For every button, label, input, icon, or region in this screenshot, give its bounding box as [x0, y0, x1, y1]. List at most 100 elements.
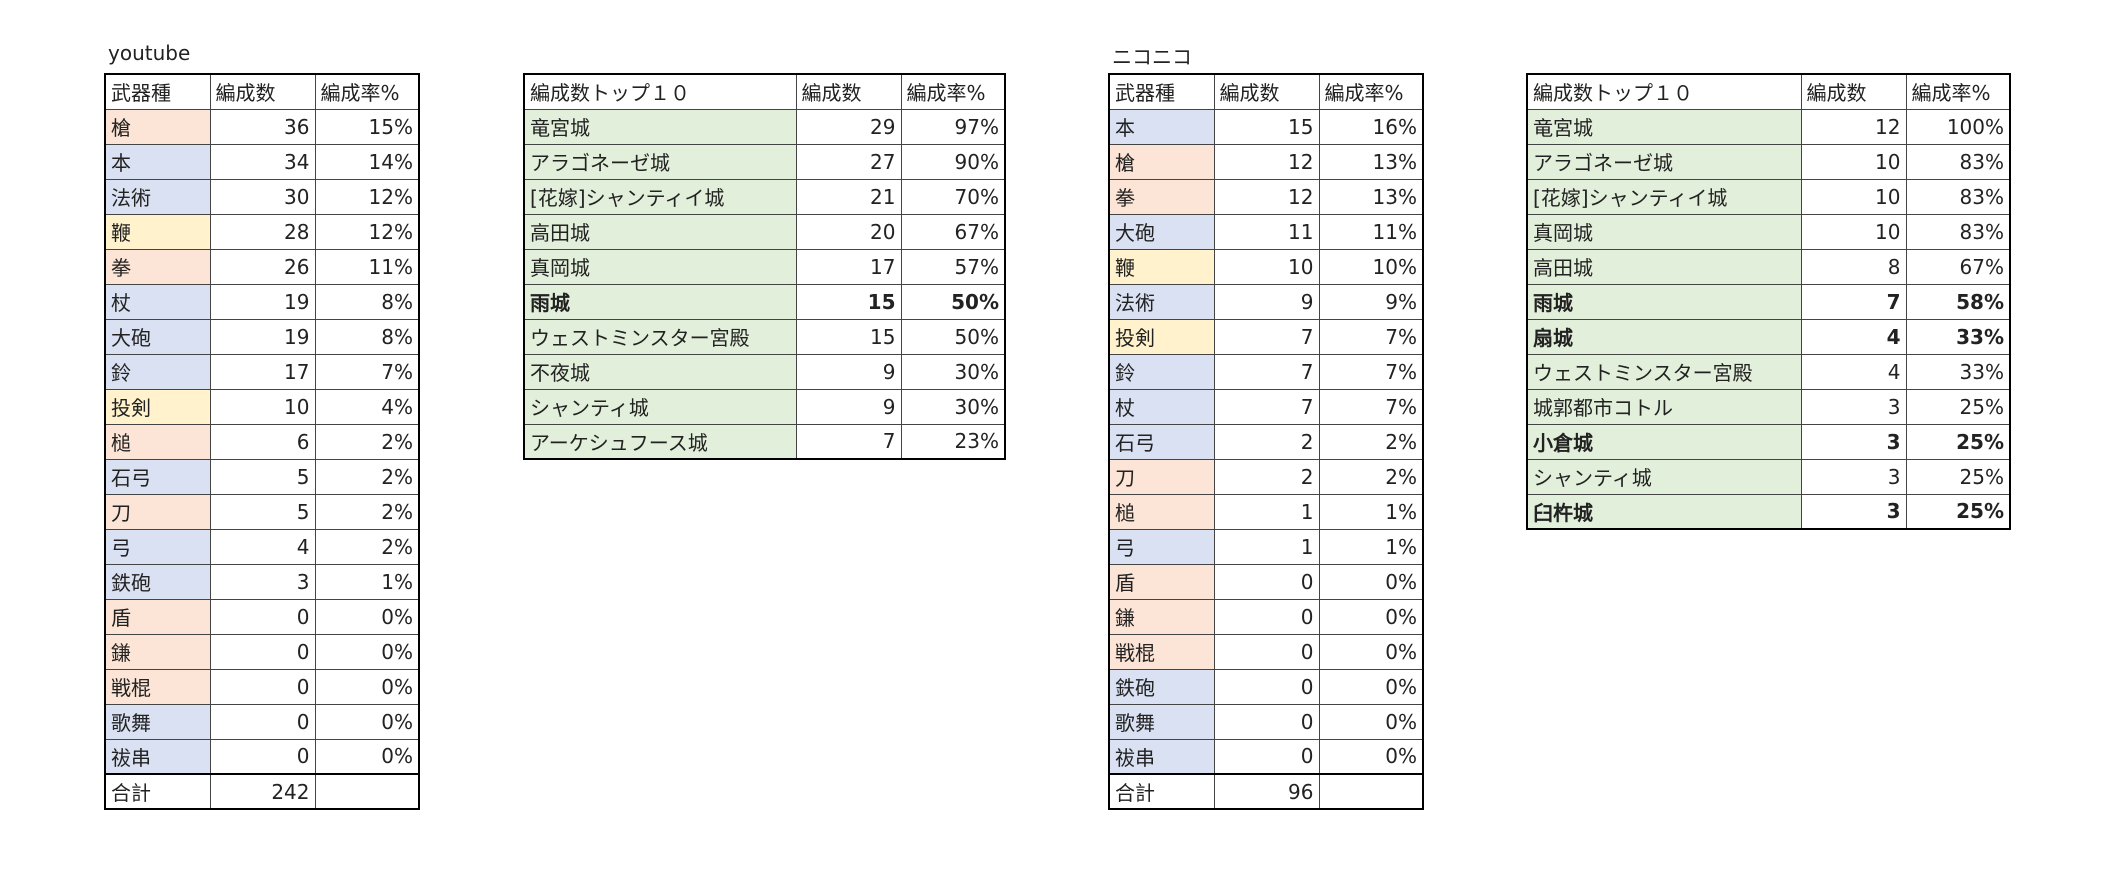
rate-cell: 11%	[1318, 213, 1424, 250]
data-row: 大砲 19 8%	[104, 318, 420, 355]
count-cell: 9	[795, 388, 902, 425]
count-cell: 0	[209, 703, 316, 740]
name-cell: 竜宮城	[523, 108, 797, 145]
count-cell: 5	[209, 493, 316, 530]
rate-cell: 70%	[900, 178, 1006, 215]
total-row: 合計 96	[1108, 773, 1424, 810]
rate-cell: 12%	[314, 178, 420, 215]
rate-cell: 2%	[1318, 423, 1424, 460]
data-row: 祓串 0 0%	[1108, 738, 1424, 775]
name-cell: 扇城	[1526, 318, 1802, 355]
header-cell: 編成数	[795, 73, 902, 110]
name-cell: 鉄砲	[1108, 668, 1215, 705]
rate-cell: 83%	[1905, 178, 2011, 215]
count-cell: 29	[795, 108, 902, 145]
rate-cell: 67%	[900, 213, 1006, 250]
header-cell: 編成数	[1800, 73, 1907, 110]
header-row: 武器種 編成数 編成率%	[1108, 73, 1424, 110]
rate-cell: 33%	[1905, 318, 2011, 355]
data-row: 杖 7 7%	[1108, 388, 1424, 425]
data-row: 石弓 5 2%	[104, 458, 420, 495]
count-cell: 4	[1800, 353, 1907, 390]
data-row: 真岡城 17 57%	[523, 248, 1006, 285]
data-row: 高田城 20 67%	[523, 213, 1006, 250]
data-row: 法術 9 9%	[1108, 283, 1424, 320]
name-cell: アラゴネーゼ城	[523, 143, 797, 180]
rate-cell: 16%	[1318, 108, 1424, 145]
data-row: アラゴネーゼ城 10 83%	[1526, 143, 2011, 180]
rate-cell: 50%	[900, 318, 1006, 355]
data-row: 鎌 0 0%	[1108, 598, 1424, 635]
name-cell: [花嫁]シャンティイ城	[523, 178, 797, 215]
header-cell: 編成率%	[1318, 73, 1424, 110]
rate-cell: 90%	[900, 143, 1006, 180]
data-row: 大砲 11 11%	[1108, 213, 1424, 250]
count-cell: 4	[1800, 318, 1907, 355]
data-row: 盾 0 0%	[104, 598, 420, 635]
data-row: 弓 1 1%	[1108, 528, 1424, 565]
name-cell: 弓	[1108, 528, 1215, 565]
rate-cell: 0%	[314, 668, 420, 705]
name-cell: 鎌	[104, 633, 211, 670]
name-cell: 槍	[1108, 143, 1215, 180]
count-cell: 19	[209, 318, 316, 355]
data-row: [花嫁]シャンティイ城 21 70%	[523, 178, 1006, 215]
data-row: 扇城 4 33%	[1526, 318, 2011, 355]
header-cell: 編成数トップ１０	[1526, 73, 1802, 110]
rate-cell: 25%	[1905, 423, 2011, 460]
rate-cell: 13%	[1318, 143, 1424, 180]
count-cell: 0	[1213, 738, 1320, 775]
header-cell: 編成率%	[1905, 73, 2011, 110]
rate-cell: 2%	[314, 493, 420, 530]
total-count: 96	[1213, 773, 1320, 810]
data-row: 城郭都市コトル 3 25%	[1526, 388, 2011, 425]
rate-cell: 14%	[314, 143, 420, 180]
count-cell: 7	[795, 423, 902, 460]
count-cell: 6	[209, 423, 316, 460]
name-cell: 石弓	[1108, 423, 1215, 460]
rate-cell: 7%	[1318, 318, 1424, 355]
table-label: ニコニコ	[1112, 45, 1192, 69]
rate-cell: 67%	[1905, 248, 2011, 285]
data-row: 真岡城 10 83%	[1526, 213, 2011, 250]
rate-cell: 97%	[900, 108, 1006, 145]
data-row: 法術 30 12%	[104, 178, 420, 215]
header-row: 武器種 編成数 編成率%	[104, 73, 420, 110]
data-row: ウェストミンスター宮殿 4 33%	[1526, 353, 2011, 390]
table-body: 編成数トップ１０ 編成数 編成率% 竜宮城 29 97% アラゴネーゼ城 27 90% [花嫁]シ…	[523, 73, 1006, 460]
name-cell: 石弓	[104, 458, 211, 495]
name-cell: 投剣	[1108, 318, 1215, 355]
count-cell: 20	[795, 213, 902, 250]
count-cell: 12	[1213, 178, 1320, 215]
count-cell: 0	[1213, 668, 1320, 705]
data-row: ウェストミンスター宮殿 15 50%	[523, 318, 1006, 355]
name-cell: 臼杵城	[1526, 493, 1802, 530]
name-cell: 拳	[104, 248, 211, 285]
data-row: 雨城 15 50%	[523, 283, 1006, 320]
name-cell: 槌	[1108, 493, 1215, 530]
count-cell: 2	[1213, 423, 1320, 460]
name-cell: 城郭都市コトル	[1526, 388, 1802, 425]
count-cell: 34	[209, 143, 316, 180]
table-body: 編成数トップ１０ 編成数 編成率% 竜宮城 12 100% アラゴネーゼ城 10 83% [花嫁]…	[1526, 73, 2011, 530]
data-row: 本 34 14%	[104, 143, 420, 180]
name-cell: 戦棍	[104, 668, 211, 705]
name-cell: 祓串	[1108, 738, 1215, 775]
data-row: 本 15 16%	[1108, 108, 1424, 145]
data-row: 戦棍 0 0%	[104, 668, 420, 705]
count-cell: 3	[1800, 423, 1907, 460]
count-cell: 1	[1213, 493, 1320, 530]
rate-cell: 30%	[900, 388, 1006, 425]
total-label: 合計	[1108, 773, 1215, 810]
data-row: 鎌 0 0%	[104, 633, 420, 670]
data-table: 武器種 編成数 編成率% 槍 36 15% 本 34 14% 法術 30 12% 鞭 28 12% 拳 26 11…	[104, 73, 420, 810]
count-cell: 17	[209, 353, 316, 390]
data-row: アーケシュフース城 7 23%	[523, 423, 1006, 460]
name-cell: 鈴	[104, 353, 211, 390]
total-label: 合計	[104, 773, 211, 810]
rate-cell: 7%	[314, 353, 420, 390]
data-row: 杖 19 8%	[104, 283, 420, 320]
rate-cell: 25%	[1905, 388, 2011, 425]
count-cell: 10	[1213, 248, 1320, 285]
